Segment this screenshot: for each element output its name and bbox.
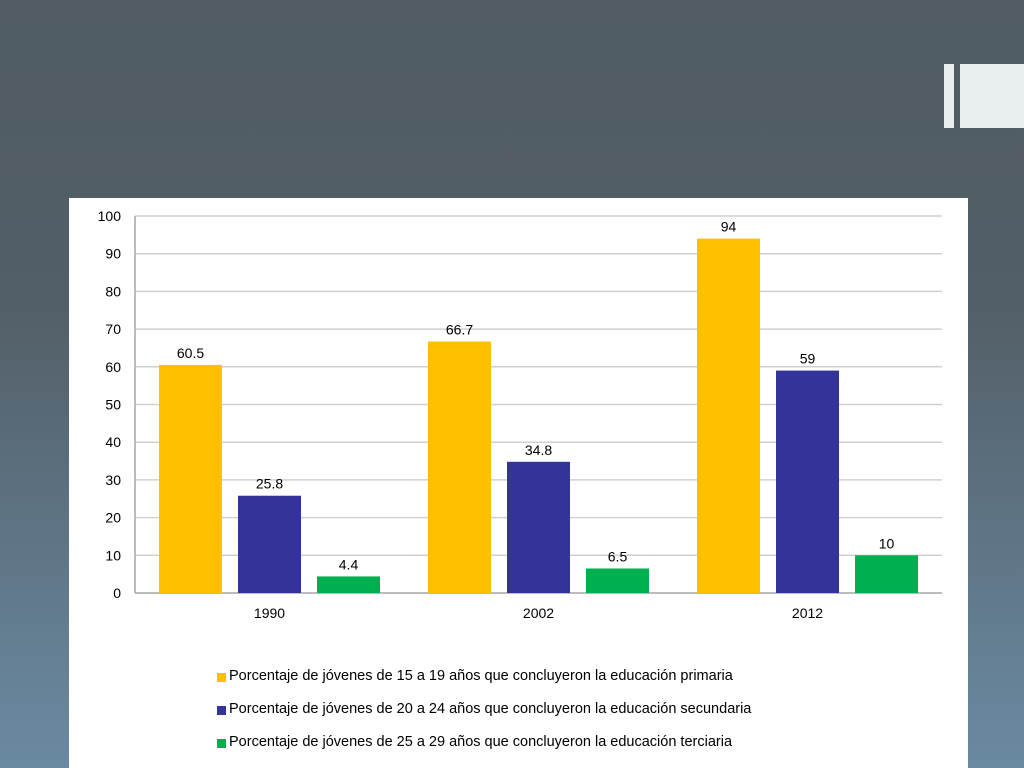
- y-tick-label: 90: [105, 246, 121, 262]
- bar: [776, 370, 839, 593]
- legend-swatch-primaria: [217, 673, 226, 682]
- bar: [159, 364, 222, 593]
- legend-label-primaria: Porcentaje de jóvenes de 15 a 19 años qu…: [229, 668, 733, 684]
- x-tick-label: 2012: [792, 605, 823, 621]
- bar-chart: 0 10 20 30 40 50 60 70 80 90 100 60.5 25.8 4.4 1990 66.…: [98, 208, 942, 621]
- data-label: 94: [721, 219, 737, 235]
- data-label: 10: [879, 535, 895, 551]
- bar: [586, 568, 649, 593]
- bar: [428, 341, 491, 593]
- data-label: 4.4: [339, 556, 359, 572]
- legend-swatch-secundaria: [217, 706, 226, 715]
- y-tick-label: 50: [105, 397, 121, 413]
- y-tick-label: 20: [105, 510, 121, 526]
- x-tick-label: 1990: [254, 605, 285, 621]
- bar: [238, 495, 301, 593]
- chart-panel: 0 10 20 30 40 50 60 70 80 90 100 60.5 25.8 4.4 1990 66.…: [69, 198, 968, 768]
- data-label: 34.8: [525, 442, 552, 458]
- y-tick-label: 100: [98, 208, 122, 224]
- y-tick-label: 70: [105, 321, 121, 337]
- data-label: 59: [800, 351, 816, 367]
- data-label: 25.8: [256, 476, 283, 492]
- data-label: 66.7: [446, 322, 473, 338]
- bar: [507, 461, 570, 593]
- legend-label-terciaria: Porcentaje de jóvenes de 25 a 29 años qu…: [229, 734, 733, 750]
- bar: [317, 576, 380, 593]
- legend-label-secundaria: Porcentaje de jóvenes de 20 a 24 años qu…: [229, 701, 752, 717]
- y-tick-label: 0: [113, 585, 121, 601]
- bar: [855, 555, 918, 593]
- y-tick-label: 30: [105, 472, 121, 488]
- data-label: 6.5: [608, 548, 628, 564]
- x-tick-label: 2002: [523, 605, 554, 621]
- y-tick-label: 80: [105, 283, 121, 299]
- y-tick-label: 60: [105, 359, 121, 375]
- y-tick-label: 10: [105, 547, 121, 563]
- decorative-block: [960, 64, 1024, 128]
- y-tick-label: 40: [105, 434, 121, 450]
- legend-swatch-terciaria: [217, 739, 226, 748]
- bar: [697, 238, 760, 593]
- data-label: 60.5: [177, 345, 204, 361]
- decorative-bar-thin: [944, 64, 954, 128]
